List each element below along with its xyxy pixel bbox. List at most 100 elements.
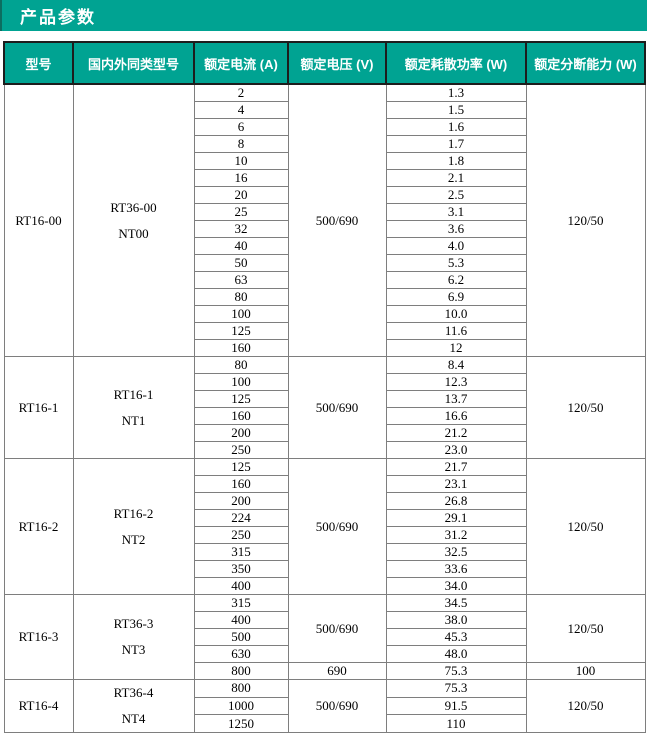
table-row: 160 16.6 [4,407,645,425]
voltage-cell: 500/690 [287,356,387,459]
column-header-current: 额定电流 (A) [193,41,289,85]
current-cell: 25 [193,203,289,221]
power-cell: 23.1 [385,475,527,493]
equivalent-line: RT36-4 [113,685,154,700]
power-cell: 23.0 [385,441,527,459]
power-cell: 13.7 [385,390,527,408]
power-cell: 1.6 [385,118,527,136]
model-cell: RT16-2 [3,458,74,595]
current-cell: 250 [193,441,289,459]
model-cell: RT16-1 [3,356,74,459]
power-cell: 16.6 [385,407,527,425]
power-cell: 11.6 [385,322,527,340]
current-cell: 80 [193,288,289,306]
current-cell: 630 [193,645,289,663]
power-cell: 75.3 [385,679,527,698]
table-row: 6 1.6 [4,118,645,136]
voltage-cell: 500/690 [287,679,387,733]
table-row: 125 11.6 [4,322,645,340]
table-row: 100 12.3 [4,373,645,391]
product-parameters-table: 型号 国内外同类型号 额定电流 (A) 额定电压 (V) 额定耗散功率 (W) … [3,41,646,733]
table-row: 20 2.5 [4,186,645,204]
power-cell: 2.5 [385,186,527,204]
power-cell: 32.5 [385,543,527,561]
current-cell: 32 [193,220,289,238]
current-cell: 63 [193,271,289,289]
page-title: 产品参数 [20,8,96,27]
equivalent-line: NT3 [121,642,146,657]
table-row: 250 31.2 [4,526,645,544]
current-cell: 800 [193,662,289,680]
power-cell: 26.8 [385,492,527,510]
power-cell: 10.0 [385,305,527,323]
table-row: 400 34.0 [4,577,645,595]
power-cell: 75.3 [385,662,527,680]
current-cell: 200 [193,492,289,510]
current-cell: 40 [193,237,289,255]
model-cell: RT16-4 [3,679,74,733]
table-row: 160 12 [4,339,645,357]
equivalent-cell: RT36-3 NT3 [72,594,195,680]
power-cell: 21.2 [385,424,527,442]
power-cell: 48.0 [385,645,527,663]
power-cell: 31.2 [385,526,527,544]
current-cell: 200 [193,424,289,442]
power-cell: 12.3 [385,373,527,391]
current-cell: 50 [193,254,289,272]
column-header-power: 额定耗散功率 (W) [385,41,527,85]
power-cell: 34.5 [385,594,527,612]
current-cell: 160 [193,407,289,425]
table-body: RT16-00 RT36-00 NT00 2 500/690 1.3 120/50 4 1.5 6… [3,83,646,733]
model-cell: RT16-00 [3,83,74,357]
table-row: 400 38.0 [4,611,645,629]
table-row: 25 3.1 [4,203,645,221]
power-cell: 38.0 [385,611,527,629]
table-row: RT16-00 RT36-00 NT00 2 500/690 1.3 120/50 [3,83,646,357]
table-row: 40 4.0 [4,237,645,255]
table-row: 1250 110 [4,714,645,733]
equivalent-line: NT4 [121,711,146,726]
current-cell: 315 [193,594,289,612]
power-cell: 91.5 [385,696,527,716]
current-cell: 100 [193,305,289,323]
current-cell: 315 [193,543,289,561]
table-row: 800 690 75.3 100 [4,662,646,680]
table-row: 50 5.3 [4,254,645,272]
table-header: 型号 国内外同类型号 额定电流 (A) 额定电压 (V) 额定耗散功率 (W) … [3,41,646,85]
current-cell: 80 [193,356,289,374]
equivalent-line: RT16-1 [113,386,154,402]
power-cell: 6.9 [385,288,527,306]
table-row: 500 45.3 [4,628,645,646]
power-cell: 33.6 [385,560,527,578]
power-cell: 3.6 [385,220,527,238]
table-row: RT16-1 RT16-1 NT1 80 500/690 8.4 120/50 [3,356,646,459]
power-cell: 1.7 [385,135,527,153]
current-cell: 6 [193,118,289,136]
table-row: 315 32.5 [4,543,645,561]
current-cell: 800 [193,679,289,698]
table-row: RT16-2 RT16-2 NT2 125 500/690 21.7 120/50 [3,458,646,595]
current-cell: 1250 [193,714,289,733]
current-cell: 100 [193,373,289,391]
current-cell: 16 [193,169,289,187]
voltage-cell: 500/690 [287,594,387,663]
current-cell: 125 [193,322,289,340]
power-cell: 45.3 [385,628,527,646]
table-row: 125 13.7 [4,390,645,408]
breaking-cell: 100 [525,662,646,680]
current-cell: 2 [193,83,289,102]
table-row: 32 3.6 [4,220,645,238]
power-cell: 4.0 [385,237,527,255]
equivalent-line: NT1 [121,412,146,428]
equivalent-cell: RT16-2 NT2 [72,458,195,595]
table-row: RT16-4 RT36-4 NT4 800 500/690 75.3 120/50 [3,679,646,733]
column-header-equivalent: 国内外同类型号 [72,41,195,85]
voltage-cell: 690 [287,662,387,680]
power-cell: 1.5 [385,101,527,119]
current-cell: 250 [193,526,289,544]
column-header-model: 型号 [3,41,74,85]
current-cell: 224 [193,509,289,527]
voltage-cell: 500/690 [287,83,387,357]
power-cell: 34.0 [385,577,527,595]
current-cell: 500 [193,628,289,646]
